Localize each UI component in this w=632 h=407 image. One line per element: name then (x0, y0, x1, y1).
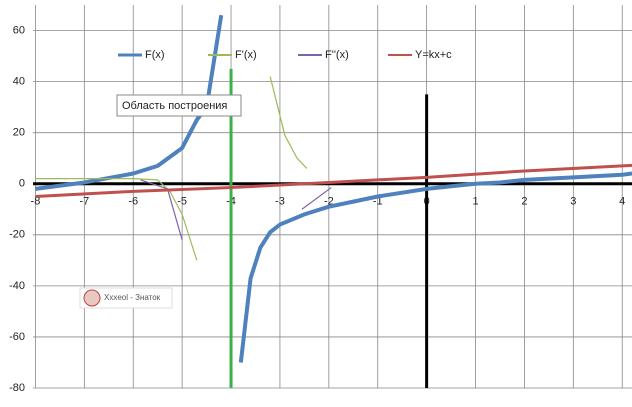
x-tick-label: 3 (570, 196, 576, 208)
x-tick-label: -3 (275, 196, 285, 208)
x-tick-label: 2 (521, 196, 527, 208)
legend-item: F(x) (118, 49, 165, 61)
x-tick-label: 4 (619, 196, 625, 208)
x-tick-label: -8 (31, 196, 41, 208)
watermark-box (79, 287, 173, 309)
y-tick-label: 40 (13, 76, 25, 88)
watermark-text: Xxxeol - Знаток (104, 293, 161, 302)
legend-label: F''(x) (325, 49, 349, 61)
y-tick-label: -60 (9, 331, 25, 343)
x-tick-label: -5 (177, 196, 187, 208)
legend-item: Y=kx+c (388, 49, 452, 61)
y-tick-label: 20 (13, 127, 25, 139)
y-tick-label: -40 (9, 280, 25, 292)
x-tick-label: 1 (472, 196, 478, 208)
watermark-avatar (83, 289, 101, 307)
y-tick-label: 60 (13, 24, 25, 36)
legend-label: F'(x) (235, 49, 257, 61)
tooltip-box (116, 94, 242, 117)
x-tick-label: -6 (128, 196, 138, 208)
legend-label: Y=kx+c (415, 49, 452, 61)
legend-label: F(x) (145, 49, 165, 61)
y-tick-label: -20 (9, 229, 25, 241)
series-line (35, 14, 632, 363)
legend-item: F'(x) (208, 49, 257, 61)
y-tick-label: 0 (19, 178, 25, 190)
tooltip-text: Область построения (122, 100, 227, 112)
y-tick-label: -80 (9, 382, 25, 394)
series-line (35, 76, 308, 261)
x-tick-label: -7 (79, 196, 89, 208)
x-tick-label: -2 (324, 196, 334, 208)
legend-item: F''(x) (298, 49, 349, 61)
x-tick-label: -1 (373, 196, 383, 208)
series-line (35, 163, 632, 198)
